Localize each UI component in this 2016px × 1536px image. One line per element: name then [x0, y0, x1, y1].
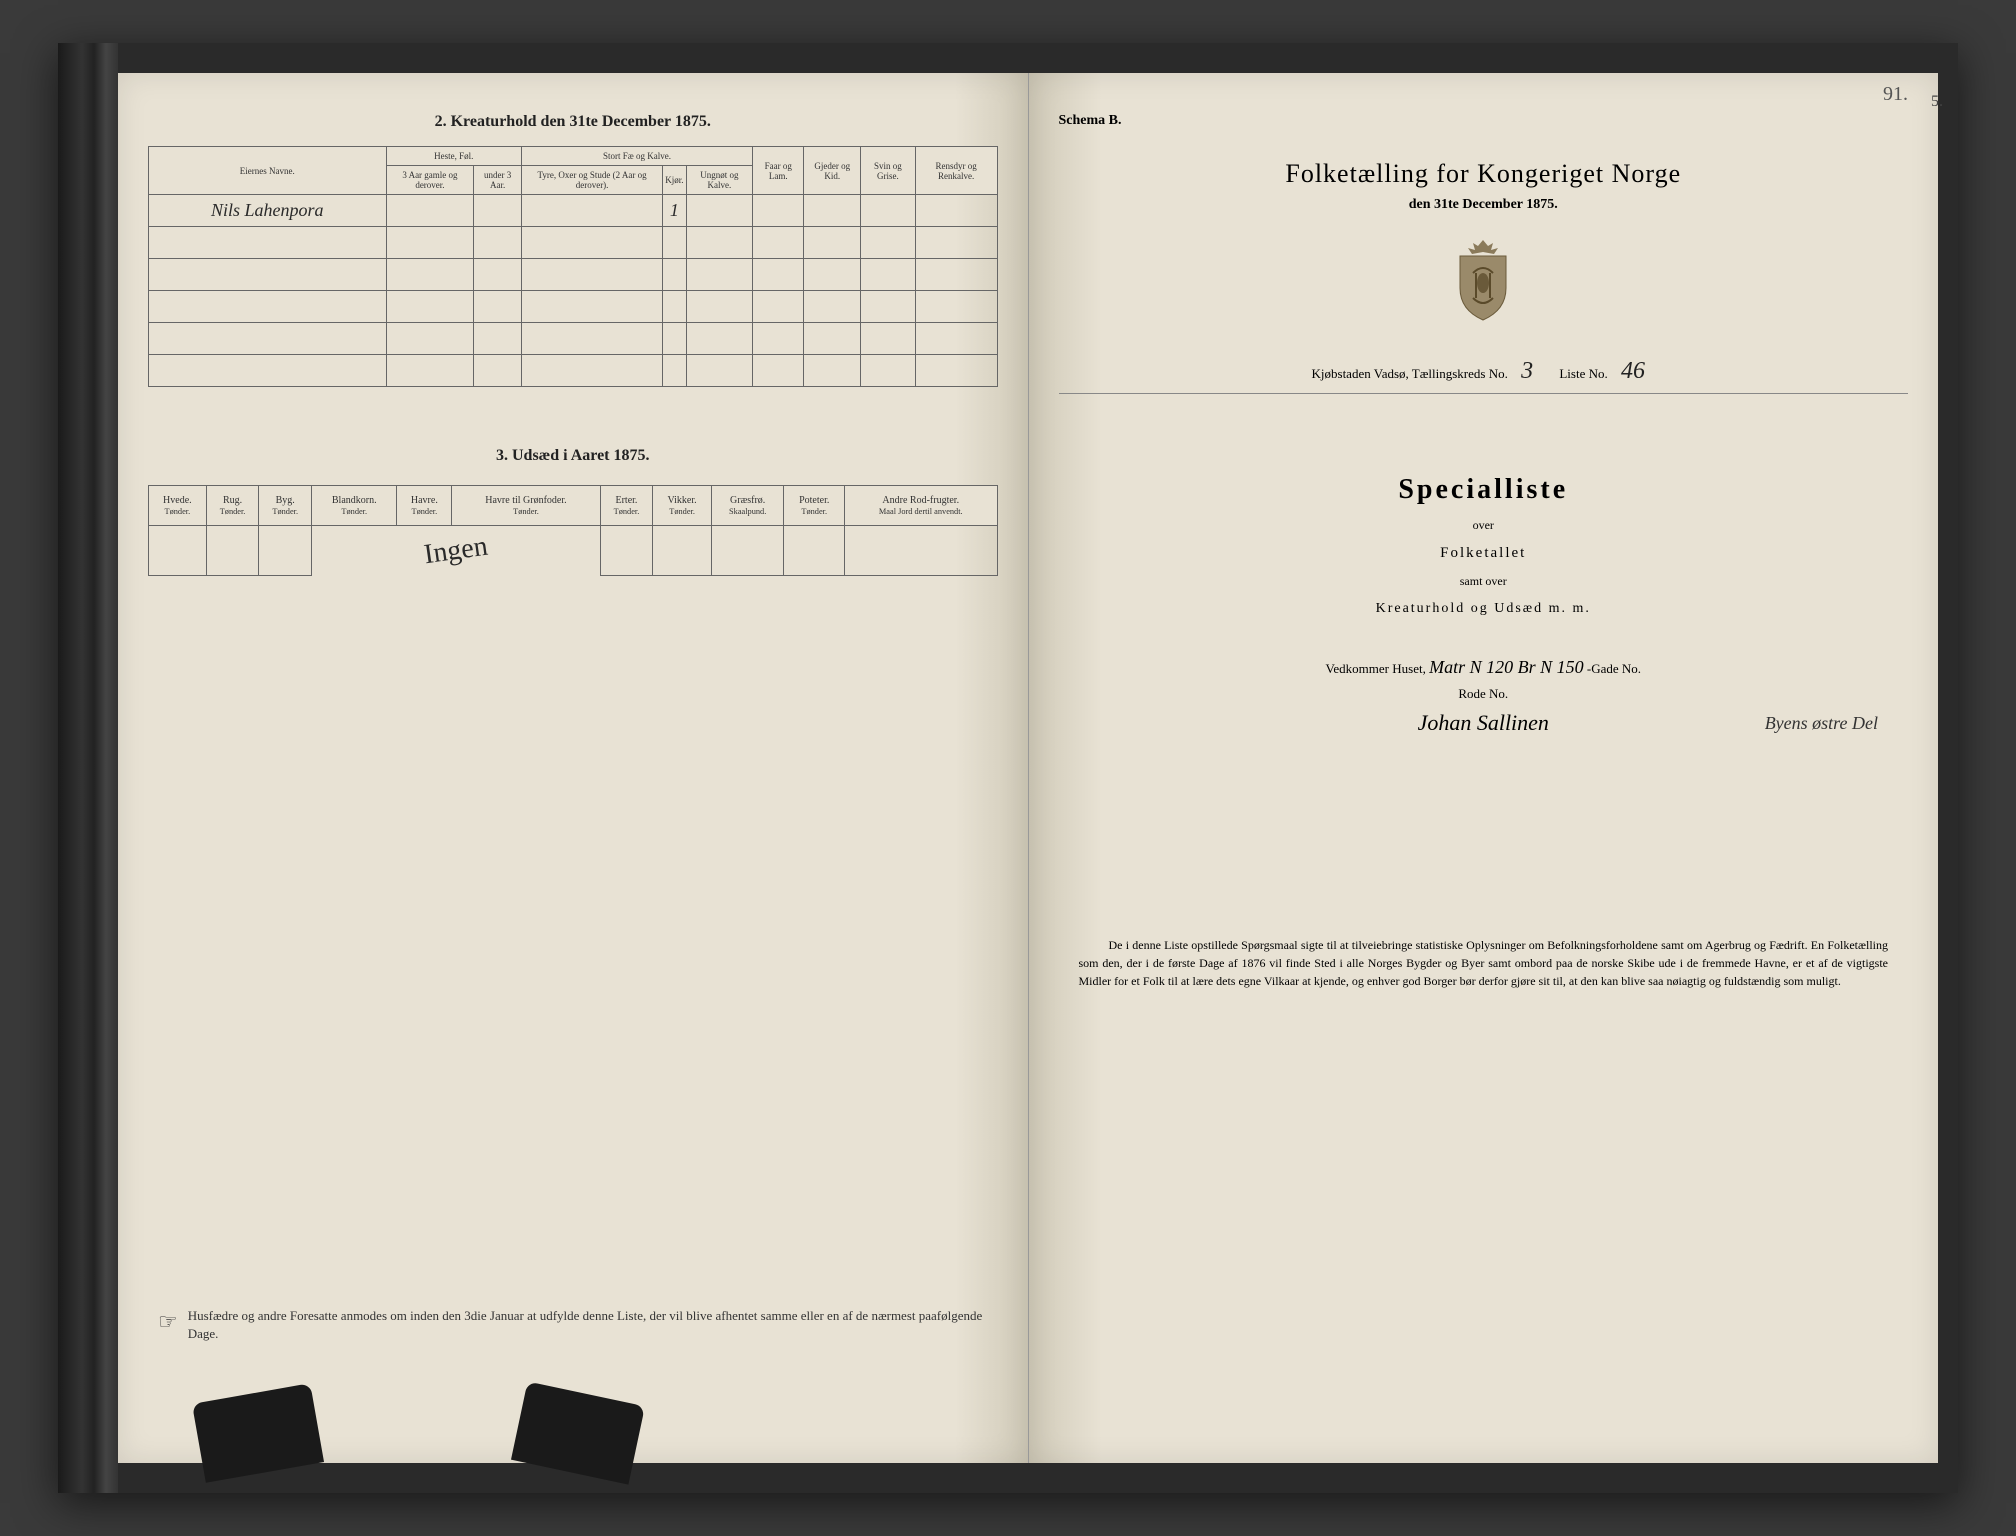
table-row [149, 227, 998, 259]
edge-number: 5. [1931, 93, 1943, 111]
cell [521, 195, 662, 227]
sub-under3: under 3 Aar. [474, 166, 522, 195]
seed-col: Rug.Tønder. [206, 486, 259, 526]
cell [474, 195, 522, 227]
livestock-table: Eiernes Navne. Heste, Føl. Stort Fæ og K… [148, 146, 998, 387]
vedkommer-line: Vedkommer Huset, Matr N 120 Br N 150 -Ga… [1059, 657, 1909, 678]
side-note: Byens østre Del [1765, 713, 1878, 734]
book-spread: 2. Kreaturhold den 31te December 1875. E… [58, 43, 1958, 1493]
schema-label: Schema B. [1059, 113, 1909, 129]
sub-tyre: Tyre, Oxer og Stude (2 Aar og derover). [521, 166, 662, 195]
seed-col: Græsfrø.Skaalpund. [711, 486, 784, 526]
district-line: Kjøbstaden Vadsø, Tællingskreds No. 3 Li… [1059, 358, 1909, 394]
col-group-stort: Stort Fæ og Kalve. [521, 147, 752, 166]
table-row [149, 323, 998, 355]
specialliste-title: Specialliste [1059, 474, 1909, 506]
col-owner: Eiernes Navne. [149, 147, 387, 195]
seed-col: Andre Rod-frugter.Maal Jord dertil anven… [845, 486, 997, 526]
sub-3aar: 3 Aar gamle og derover. [386, 166, 474, 195]
seed-entry: Ingen [422, 530, 490, 571]
cell [386, 195, 474, 227]
seed-col: Havre til Grønfoder.Tønder. [452, 486, 600, 526]
liste-label: Liste No. [1559, 366, 1607, 381]
clip-icon [511, 1381, 645, 1484]
col-group-heste: Heste, Føl. [386, 147, 521, 166]
seed-table: Hvede.Tønder. Rug.Tønder. Byg.Tønder. Bl… [148, 485, 998, 576]
table-row [149, 259, 998, 291]
cell [686, 195, 753, 227]
cell [753, 195, 804, 227]
col-svin: Svin og Grise. [861, 147, 916, 195]
seed-col: Erter.Tønder. [600, 486, 653, 526]
folketallet-label: Folketallet [1059, 545, 1909, 562]
vedkommer-hw: Matr N 120 Br N 150 [1429, 657, 1584, 677]
cell [915, 195, 997, 227]
sub-date: den 31te December 1875. [1059, 197, 1909, 213]
seed-col: Hvede.Tønder. [149, 486, 207, 526]
gade-label: -Gade No. [1587, 661, 1641, 676]
footer-text: Husfædre og andre Foresatte anmodes om i… [188, 1307, 988, 1343]
book-binding [58, 43, 118, 1493]
sub-kjor: Kjør. [663, 166, 686, 195]
seed-col: Vikker.Tønder. [653, 486, 712, 526]
owner-cell: Nils Lahenpora [149, 195, 387, 227]
seed-header-row: Hvede.Tønder. Rug.Tønder. Byg.Tønder. Bl… [149, 486, 998, 526]
clip-icon [192, 1383, 324, 1483]
rode-line: Rode No. [1059, 686, 1909, 702]
bottom-paragraph: De i denne Liste opstillede Spørgsmaal s… [1059, 936, 1909, 990]
coat-of-arms-icon [1059, 238, 1909, 328]
table-row: Nils Lahenpora 1 [149, 195, 998, 227]
seed-col: Byg.Tønder. [259, 486, 312, 526]
footer-note: ☞ Husfædre og andre Foresatte anmodes om… [158, 1307, 988, 1343]
col-faar: Faar og Lam. [753, 147, 804, 195]
kjor-cell: 1 [663, 195, 686, 227]
table-row [149, 355, 998, 387]
col-gjeder: Gjeder og Kid. [804, 147, 861, 195]
section2-title: 2. Kreaturhold den 31te December 1875. [148, 113, 998, 131]
liste-number: 46 [1621, 358, 1645, 384]
district-number: 3 [1521, 358, 1533, 384]
section3-title: 3. Udsæd i Aaret 1875. [148, 447, 998, 465]
right-page: 91. 5. Schema B. Folketælling for Konger… [1029, 73, 1939, 1463]
cell [804, 195, 861, 227]
vedkommer-label: Vedkommer Huset, [1325, 661, 1425, 676]
seed-col: Blandkorn.Tønder. [312, 486, 397, 526]
left-page: 2. Kreaturhold den 31te December 1875. E… [118, 73, 1029, 1463]
col-rens: Rensdyr og Renkalve. [915, 147, 997, 195]
table-row [149, 291, 998, 323]
district-prefix: Kjøbstaden Vadsø, Tællingskreds No. [1312, 366, 1508, 381]
main-title: Folketælling for Kongeriget Norge [1059, 159, 1909, 189]
page-number: 91. [1883, 83, 1908, 106]
rode-label: Rode No. [1458, 686, 1508, 701]
seed-col: Poteter.Tønder. [784, 486, 845, 526]
seed-row: Ingen [149, 526, 998, 576]
cell [861, 195, 916, 227]
over-label: over [1059, 518, 1909, 533]
sub-ungnot: Ungnøt og Kalve. [686, 166, 753, 195]
pointing-hand-icon: ☞ [158, 1307, 178, 1343]
seed-col: Havre.Tønder. [397, 486, 452, 526]
kreatur-label: Kreaturhold og Udsæd m. m. [1059, 601, 1909, 617]
samt-label: samt over [1059, 574, 1909, 589]
